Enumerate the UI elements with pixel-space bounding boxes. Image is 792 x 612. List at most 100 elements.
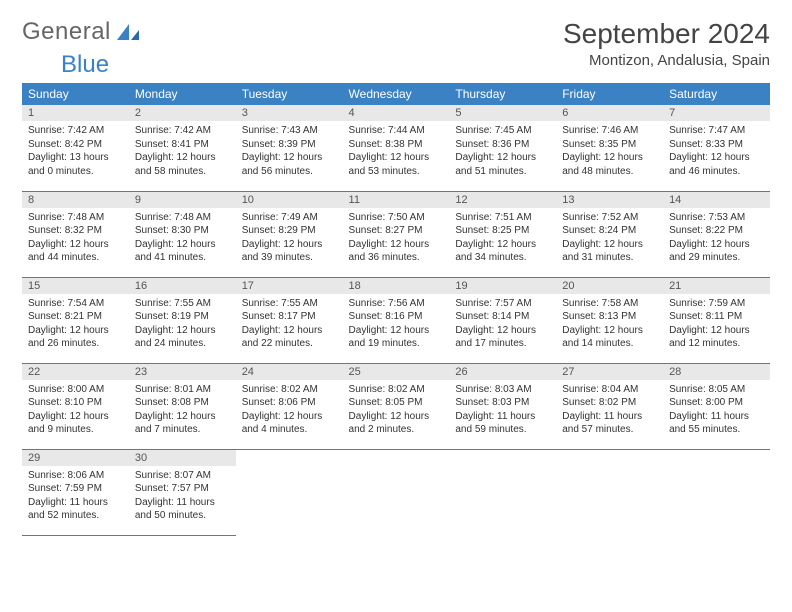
calendar-cell: 27Sunrise: 8:04 AMSunset: 8:02 PMDayligh…: [556, 363, 663, 449]
day-detail: Sunrise: 7:52 AMSunset: 8:24 PMDaylight:…: [556, 208, 663, 268]
calendar-body: 1Sunrise: 7:42 AMSunset: 8:42 PMDaylight…: [22, 105, 770, 535]
logo-sail-icon: [115, 22, 141, 42]
calendar-cell: 2Sunrise: 7:42 AMSunset: 8:41 PMDaylight…: [129, 105, 236, 191]
calendar-cell: 14Sunrise: 7:53 AMSunset: 8:22 PMDayligh…: [663, 191, 770, 277]
calendar-row: 29Sunrise: 8:06 AMSunset: 7:59 PMDayligh…: [22, 449, 770, 535]
day-number: 20: [556, 278, 663, 294]
day-number: 21: [663, 278, 770, 294]
day-detail: Sunrise: 7:53 AMSunset: 8:22 PMDaylight:…: [663, 208, 770, 268]
day-detail: Sunrise: 7:49 AMSunset: 8:29 PMDaylight:…: [236, 208, 343, 268]
day-number: 11: [343, 192, 450, 208]
calendar-cell: 12Sunrise: 7:51 AMSunset: 8:25 PMDayligh…: [449, 191, 556, 277]
calendar-cell: 22Sunrise: 8:00 AMSunset: 8:10 PMDayligh…: [22, 363, 129, 449]
logo-text-blue: Blue: [61, 51, 109, 78]
day-detail: Sunrise: 8:01 AMSunset: 8:08 PMDaylight:…: [129, 380, 236, 440]
calendar-cell: 4Sunrise: 7:44 AMSunset: 8:38 PMDaylight…: [343, 105, 450, 191]
day-number: 17: [236, 278, 343, 294]
day-detail: Sunrise: 8:00 AMSunset: 8:10 PMDaylight:…: [22, 380, 129, 440]
day-number: 3: [236, 105, 343, 121]
day-number: 30: [129, 450, 236, 466]
calendar-cell: 3Sunrise: 7:43 AMSunset: 8:39 PMDaylight…: [236, 105, 343, 191]
day-detail: Sunrise: 8:02 AMSunset: 8:06 PMDaylight:…: [236, 380, 343, 440]
day-number: 18: [343, 278, 450, 294]
day-detail: Sunrise: 7:46 AMSunset: 8:35 PMDaylight:…: [556, 121, 663, 181]
calendar-cell: 7Sunrise: 7:47 AMSunset: 8:33 PMDaylight…: [663, 105, 770, 191]
calendar-cell: 6Sunrise: 7:46 AMSunset: 8:35 PMDaylight…: [556, 105, 663, 191]
calendar-cell: 17Sunrise: 7:55 AMSunset: 8:17 PMDayligh…: [236, 277, 343, 363]
dow-header: Sunday: [22, 83, 129, 105]
month-title: September 2024: [563, 18, 770, 50]
calendar-cell: 5Sunrise: 7:45 AMSunset: 8:36 PMDaylight…: [449, 105, 556, 191]
day-detail: Sunrise: 7:57 AMSunset: 8:14 PMDaylight:…: [449, 294, 556, 354]
day-number: 12: [449, 192, 556, 208]
dow-header: Thursday: [449, 83, 556, 105]
dow-header: Wednesday: [343, 83, 450, 105]
calendar-cell: 23Sunrise: 8:01 AMSunset: 8:08 PMDayligh…: [129, 363, 236, 449]
calendar-cell: 9Sunrise: 7:48 AMSunset: 8:30 PMDaylight…: [129, 191, 236, 277]
calendar-row: 1Sunrise: 7:42 AMSunset: 8:42 PMDaylight…: [22, 105, 770, 191]
calendar-cell: 15Sunrise: 7:54 AMSunset: 8:21 PMDayligh…: [22, 277, 129, 363]
day-detail: Sunrise: 7:42 AMSunset: 8:41 PMDaylight:…: [129, 121, 236, 181]
calendar-cell: [236, 449, 343, 535]
day-detail: Sunrise: 7:42 AMSunset: 8:42 PMDaylight:…: [22, 121, 129, 181]
calendar-cell: 1Sunrise: 7:42 AMSunset: 8:42 PMDaylight…: [22, 105, 129, 191]
day-detail: Sunrise: 7:43 AMSunset: 8:39 PMDaylight:…: [236, 121, 343, 181]
day-number: 7: [663, 105, 770, 121]
day-number: 28: [663, 364, 770, 380]
day-detail: Sunrise: 7:50 AMSunset: 8:27 PMDaylight:…: [343, 208, 450, 268]
day-number: 22: [22, 364, 129, 380]
days-of-week-row: SundayMondayTuesdayWednesdayThursdayFrid…: [22, 83, 770, 105]
day-detail: Sunrise: 7:47 AMSunset: 8:33 PMDaylight:…: [663, 121, 770, 181]
calendar-row: 22Sunrise: 8:00 AMSunset: 8:10 PMDayligh…: [22, 363, 770, 449]
dow-header: Friday: [556, 83, 663, 105]
day-number: 4: [343, 105, 450, 121]
dow-header: Monday: [129, 83, 236, 105]
day-detail: Sunrise: 8:06 AMSunset: 7:59 PMDaylight:…: [22, 466, 129, 526]
header: General September 2024 Montizon, Andalus…: [22, 18, 770, 69]
day-detail: Sunrise: 8:05 AMSunset: 8:00 PMDaylight:…: [663, 380, 770, 440]
day-number: 6: [556, 105, 663, 121]
calendar-cell: 8Sunrise: 7:48 AMSunset: 8:32 PMDaylight…: [22, 191, 129, 277]
calendar-cell: [663, 449, 770, 535]
day-number: 16: [129, 278, 236, 294]
calendar-cell: 18Sunrise: 7:56 AMSunset: 8:16 PMDayligh…: [343, 277, 450, 363]
calendar-cell: 24Sunrise: 8:02 AMSunset: 8:06 PMDayligh…: [236, 363, 343, 449]
day-detail: Sunrise: 7:58 AMSunset: 8:13 PMDaylight:…: [556, 294, 663, 354]
calendar-cell: 21Sunrise: 7:59 AMSunset: 8:11 PMDayligh…: [663, 277, 770, 363]
day-number: 15: [22, 278, 129, 294]
day-number: 19: [449, 278, 556, 294]
day-number: 27: [556, 364, 663, 380]
title-block: September 2024 Montizon, Andalusia, Spai…: [563, 18, 770, 69]
calendar-cell: 25Sunrise: 8:02 AMSunset: 8:05 PMDayligh…: [343, 363, 450, 449]
day-detail: Sunrise: 8:03 AMSunset: 8:03 PMDaylight:…: [449, 380, 556, 440]
day-detail: Sunrise: 7:51 AMSunset: 8:25 PMDaylight:…: [449, 208, 556, 268]
calendar-table: SundayMondayTuesdayWednesdayThursdayFrid…: [22, 83, 770, 536]
day-detail: Sunrise: 8:04 AMSunset: 8:02 PMDaylight:…: [556, 380, 663, 440]
day-number: 13: [556, 192, 663, 208]
day-number: 9: [129, 192, 236, 208]
calendar-cell: 29Sunrise: 8:06 AMSunset: 7:59 PMDayligh…: [22, 449, 129, 535]
day-detail: Sunrise: 7:55 AMSunset: 8:17 PMDaylight:…: [236, 294, 343, 354]
calendar-cell: 28Sunrise: 8:05 AMSunset: 8:00 PMDayligh…: [663, 363, 770, 449]
day-number: 1: [22, 105, 129, 121]
calendar-cell: 16Sunrise: 7:55 AMSunset: 8:19 PMDayligh…: [129, 277, 236, 363]
day-number: 8: [22, 192, 129, 208]
dow-header: Saturday: [663, 83, 770, 105]
day-detail: Sunrise: 7:44 AMSunset: 8:38 PMDaylight:…: [343, 121, 450, 181]
day-number: 26: [449, 364, 556, 380]
calendar-cell: 26Sunrise: 8:03 AMSunset: 8:03 PMDayligh…: [449, 363, 556, 449]
day-number: 10: [236, 192, 343, 208]
calendar-row: 15Sunrise: 7:54 AMSunset: 8:21 PMDayligh…: [22, 277, 770, 363]
calendar-cell: [556, 449, 663, 535]
location: Montizon, Andalusia, Spain: [563, 52, 770, 69]
calendar-cell: 10Sunrise: 7:49 AMSunset: 8:29 PMDayligh…: [236, 191, 343, 277]
calendar-cell: [343, 449, 450, 535]
logo-text-general: General: [22, 18, 111, 46]
day-number: 24: [236, 364, 343, 380]
calendar-cell: 11Sunrise: 7:50 AMSunset: 8:27 PMDayligh…: [343, 191, 450, 277]
day-detail: Sunrise: 7:54 AMSunset: 8:21 PMDaylight:…: [22, 294, 129, 354]
day-detail: Sunrise: 7:56 AMSunset: 8:16 PMDaylight:…: [343, 294, 450, 354]
day-number: 25: [343, 364, 450, 380]
calendar-cell: 20Sunrise: 7:58 AMSunset: 8:13 PMDayligh…: [556, 277, 663, 363]
day-number: 2: [129, 105, 236, 121]
